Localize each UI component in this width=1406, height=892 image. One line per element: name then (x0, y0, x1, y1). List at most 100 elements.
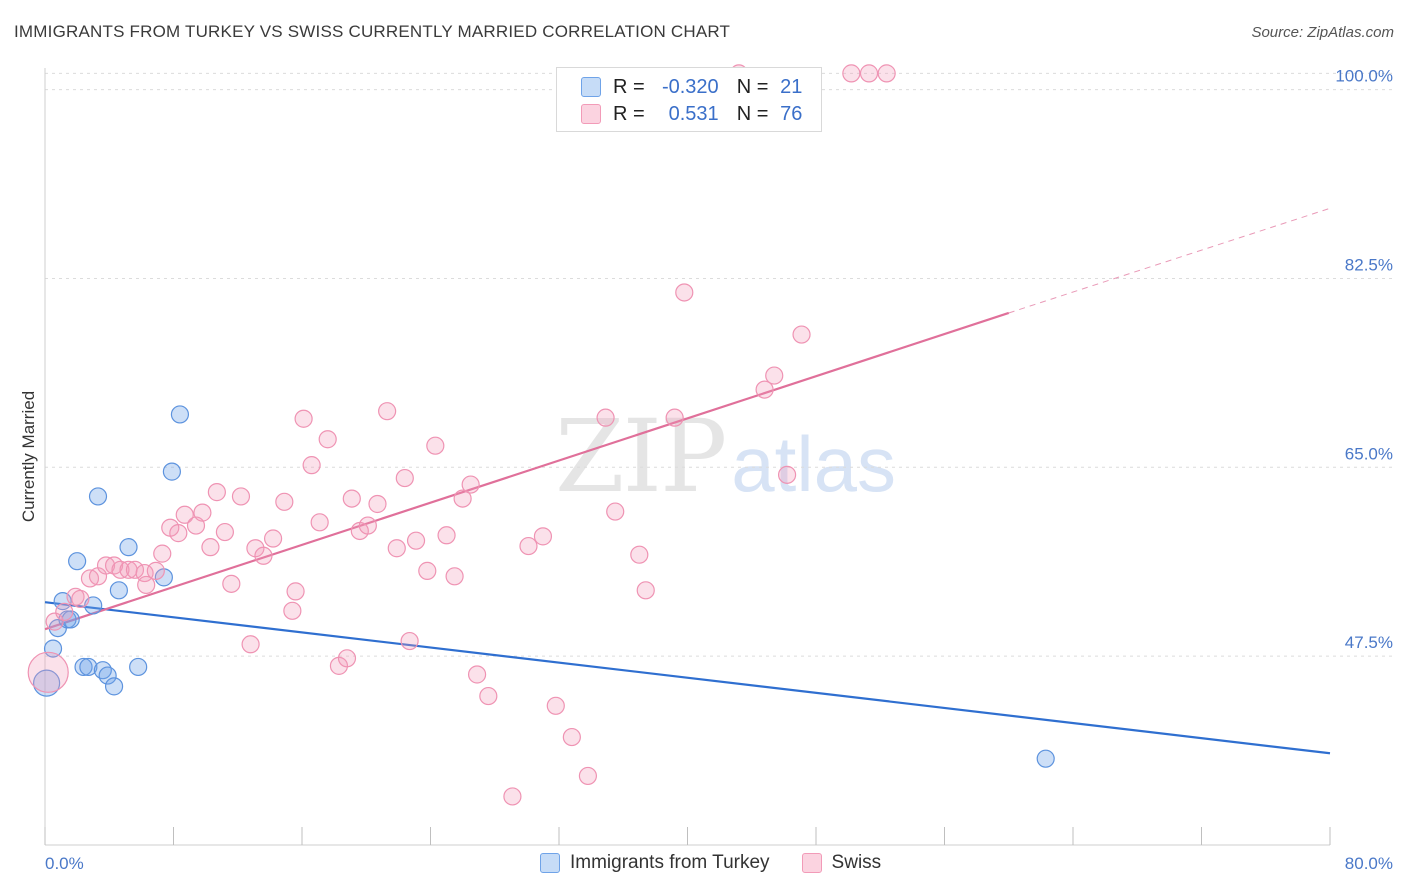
legend-swatch-turkey (581, 77, 601, 97)
swiss-point (418, 561, 437, 580)
swiss-point (342, 489, 361, 508)
swiss-point (207, 483, 226, 502)
swiss-point (169, 524, 188, 543)
series-legend-turkey: Immigrants from Turkey (540, 852, 770, 874)
swiss-point (201, 538, 220, 557)
turkey-point (93, 661, 112, 680)
swiss-point (302, 456, 321, 475)
turkey-point (61, 610, 80, 629)
swiss-point (275, 492, 294, 511)
swiss-point (222, 574, 241, 593)
swiss-point (578, 766, 598, 786)
swiss-point (546, 696, 565, 715)
turkey-point (109, 581, 128, 600)
turkey-point (104, 677, 124, 696)
swiss-trend-extension (1008, 207, 1331, 314)
swiss-point (630, 545, 649, 564)
swiss-point (27, 651, 69, 693)
swiss-point (503, 787, 522, 806)
turkey-point (68, 552, 87, 571)
swiss-point (241, 635, 260, 654)
series-legend: Immigrants from Turkey Swiss (540, 852, 913, 874)
x-tick-label: 0.0% (45, 854, 84, 873)
swiss-trend-line (44, 311, 1010, 631)
swiss-point (453, 489, 472, 508)
legend-r-label: R = (613, 75, 645, 98)
swiss-point (283, 601, 302, 620)
swiss-point (636, 581, 655, 600)
series-label-swiss: Swiss (831, 852, 882, 873)
legend-r-label: R = (613, 102, 645, 125)
legend-n-label: N = (736, 75, 769, 98)
axis-layer (44, 68, 1331, 846)
swiss-point (406, 531, 426, 550)
turkey-point (170, 405, 190, 424)
source-label: Source: ZipAtlas.com (1251, 24, 1394, 41)
point-layer (27, 64, 1055, 806)
x-tick-label: 80.0% (1345, 854, 1393, 873)
swiss-point (461, 475, 480, 494)
correlation-legend: R = -0.320 N = 21 R = 0.531 N = 76 (556, 67, 822, 132)
swiss-point (859, 64, 879, 83)
swiss-point (467, 665, 487, 684)
y-tick-label: 47.5% (1345, 633, 1393, 652)
swiss-point (665, 408, 684, 427)
swiss-point (358, 516, 377, 535)
swiss-point (125, 560, 145, 579)
turkey-point (119, 538, 138, 557)
series-label-turkey: Immigrants from Turkey (570, 852, 770, 873)
series-legend-swiss: Swiss (801, 852, 882, 874)
swiss-point (519, 536, 538, 556)
swiss-point (215, 522, 234, 542)
y-axis-label: Currently Married (19, 391, 38, 522)
legend-n-value-swiss: 76 (780, 102, 803, 125)
swiss-point (71, 589, 90, 609)
turkey-point (74, 657, 93, 677)
turkey-point (79, 657, 98, 677)
swiss-point (294, 409, 313, 428)
swiss-point (55, 602, 74, 622)
swiss-point (426, 436, 445, 455)
series-swatch-turkey (540, 853, 560, 873)
turkey-point (1036, 749, 1055, 768)
swiss-point (877, 64, 896, 83)
swiss-point (378, 402, 397, 421)
label-layer: 47.5% 65.0% 82.5% 100.0% 0.0% 80.0% Currently … (19, 67, 1393, 873)
legend-n-value-turkey: 21 (780, 75, 803, 98)
swiss-point (231, 487, 251, 506)
swiss-point (479, 686, 498, 706)
legend-n-label: N = (736, 102, 769, 125)
swiss-point (395, 468, 414, 488)
swiss-point (675, 283, 694, 302)
legend-row-turkey: R = -0.320 N = 21 (581, 74, 802, 100)
swiss-point (777, 465, 797, 484)
swiss-point (533, 527, 553, 546)
y-tick-label: 65.0% (1345, 444, 1393, 463)
turkey-point (98, 666, 117, 685)
swiss-point (400, 631, 419, 651)
swiss-point (263, 529, 283, 548)
swiss-point (562, 727, 581, 747)
swiss-point (146, 561, 165, 580)
swiss-point (842, 64, 861, 83)
swiss-point (45, 612, 64, 631)
swiss-point (153, 544, 172, 563)
swiss-point (765, 366, 784, 385)
grid-layer (45, 72, 1392, 657)
y-tick-label: 100.0% (1335, 67, 1393, 86)
legend-r-value-swiss: 0.531 (668, 102, 719, 125)
turkey-point (33, 669, 61, 697)
swiss-point (792, 325, 811, 344)
swiss-point (387, 539, 406, 558)
swiss-point (606, 502, 625, 521)
swiss-point (286, 582, 305, 601)
swiss-point (755, 380, 774, 399)
chart-title: IMMIGRANTS FROM TURKEY VS SWISS CURRENTL… (14, 22, 731, 41)
y-tick-label: 82.5% (1345, 255, 1393, 274)
swiss-point (193, 503, 212, 522)
legend-swatch-swiss (581, 104, 601, 124)
swiss-point (437, 526, 456, 545)
swiss-point (310, 513, 329, 532)
